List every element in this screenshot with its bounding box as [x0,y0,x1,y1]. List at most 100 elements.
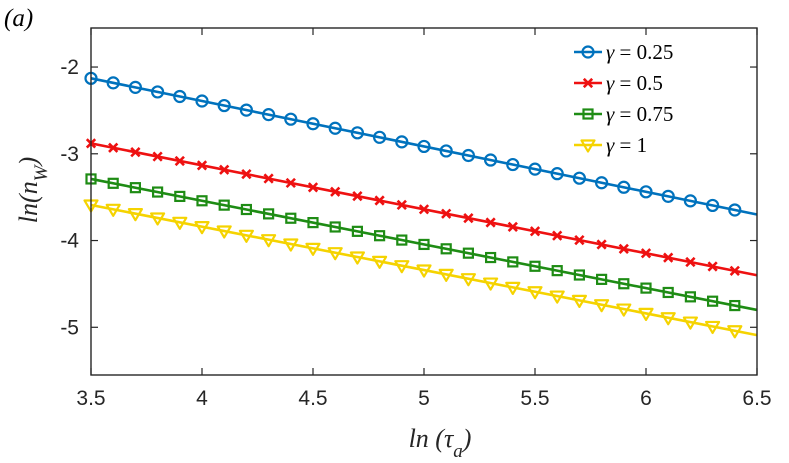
data-point [485,251,497,264]
data-point [329,221,341,233]
data-point [417,139,431,154]
series-line [90,77,758,216]
data-point [217,98,231,113]
legend-label-symbol: γ [606,133,615,157]
data-point [707,261,718,272]
data-point [130,147,141,158]
data-point [596,239,607,250]
data-point [374,195,385,206]
data-point [552,230,563,241]
data-point [216,225,232,239]
data-point [529,226,541,237]
data-point [638,307,654,322]
data-point [529,260,541,272]
legend-label: γ = 0.5 [606,71,663,95]
data-point [418,238,430,251]
data-point [640,248,652,259]
x-axis-title-sub: a [453,441,463,462]
data-point [106,76,120,90]
data-point [594,176,609,190]
data-point [461,148,475,163]
x-tick-label: 5.5 [520,387,549,410]
legend-item: γ = 1 [574,133,647,157]
data-point [263,208,275,220]
data-point [240,203,252,216]
panel-label: (a) [4,5,33,32]
legend-item: γ = 0.5 [574,71,663,95]
data-point [705,198,720,213]
data-point [441,208,452,219]
data-point [328,121,342,135]
data-point [108,142,119,153]
y-axis-title-sub: W [31,163,52,181]
data-point [373,130,387,144]
data-point [572,171,587,185]
data-point [241,169,252,180]
data-point [395,135,409,149]
series-layer [83,71,758,339]
data-point [307,217,319,229]
data-point [683,194,698,208]
legend-label: γ = 1 [606,133,647,157]
x-axis-title: ln (τa) [409,424,472,462]
data-point [662,286,674,299]
data-point [262,108,276,122]
x-tick-label: 5 [418,387,430,410]
data-point [218,199,230,211]
data-point [195,94,209,108]
x-axis-title-close: ) [461,424,472,453]
data-point [352,191,363,202]
data-point [152,151,163,162]
data-point [416,264,432,278]
data-point [350,126,364,140]
data-point [485,217,496,228]
legend-label-value: = 1 [614,133,647,157]
data-point [660,312,676,326]
data-point [440,243,452,255]
legend-marker [582,108,594,120]
data-point [396,199,407,211]
data-point [307,182,319,193]
x-tick-label: 6.5 [742,387,771,410]
data-point [574,234,585,246]
data-point [305,242,321,256]
data-point [506,157,520,172]
data-point [727,325,743,339]
data-point [330,186,341,197]
legend-label: γ = 0.75 [606,102,673,126]
data-point [152,186,164,198]
data-point [729,299,741,312]
legend-label-value: = 0.5 [614,71,663,95]
data-point [616,303,632,317]
legend-label-value: = 0.75 [614,102,673,126]
data-point [685,256,696,268]
legend-label-symbol: γ [606,71,615,95]
data-point [349,251,365,265]
data-point [463,212,474,224]
data-point [173,89,187,104]
legend-marker [580,139,596,153]
series-2 [85,138,758,277]
y-tick-label: -5 [60,316,79,339]
data-point [372,255,388,269]
data-point [284,112,298,126]
data-point [507,221,518,233]
data-point [617,180,631,194]
data-point [460,273,476,287]
data-point [618,243,629,254]
legend-label: γ = 0.25 [606,40,673,64]
series-4 [83,199,758,339]
data-point [507,256,519,268]
data-point [128,80,142,94]
data-point [663,252,674,263]
legend-label-symbol: γ [606,40,615,64]
data-point [238,229,254,243]
data-point [484,153,498,167]
y-tick-label: -3 [60,143,79,166]
data-point [219,164,230,175]
data-point [527,286,543,300]
data-point [573,269,586,281]
data-point [263,173,274,184]
series-line [90,203,758,337]
